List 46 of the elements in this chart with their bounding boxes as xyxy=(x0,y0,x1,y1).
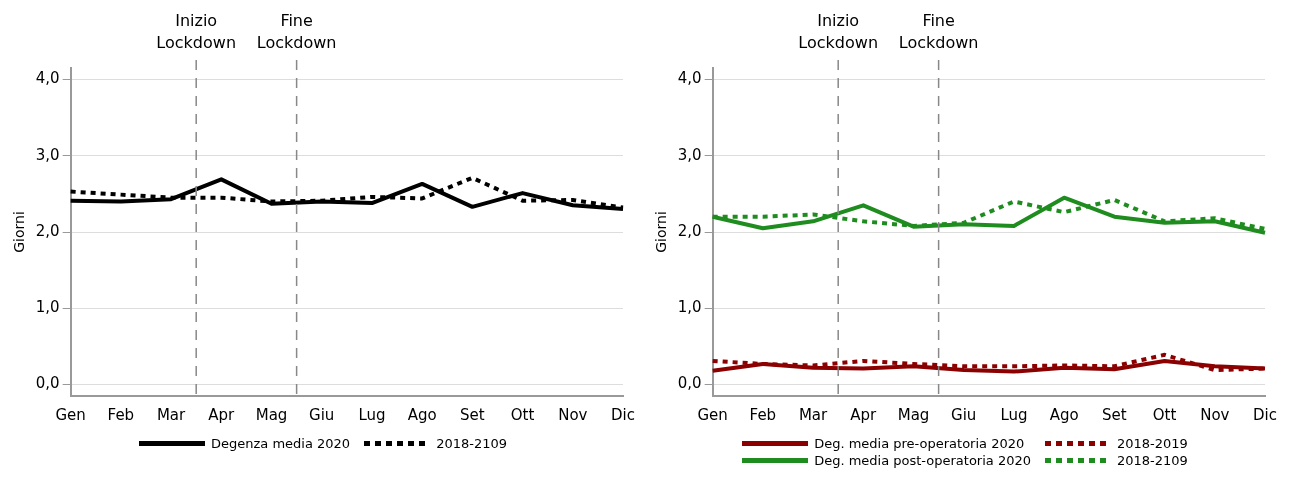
text: Inizio Lockdown xyxy=(155,10,237,54)
x-tick-label: Mag xyxy=(255,405,288,424)
x-tick-label: Feb xyxy=(107,405,135,424)
text: Fine Lockdown xyxy=(255,10,338,54)
x-tick-label: Ago xyxy=(407,405,437,424)
text: Fine Lockdown xyxy=(897,10,980,54)
x-tick-label: Nov xyxy=(1200,405,1230,424)
text: Inizio Lockdown xyxy=(797,10,879,54)
x-tick-label: Ott xyxy=(1152,405,1177,424)
x-tick-label: Gen xyxy=(55,405,86,424)
y-tick-label: 1,0 xyxy=(677,298,702,317)
y-axis-title: Giorni xyxy=(11,211,28,253)
y-axis-title: Giorni xyxy=(653,211,670,253)
legend-label: Deg. media post-operatoria 2020 xyxy=(814,453,1031,468)
legend-label: 2018-2019 xyxy=(1117,436,1188,451)
x-tick-label: Mag xyxy=(897,405,930,424)
x-tick-label: Apr xyxy=(208,405,236,424)
x-tick-label: Lug xyxy=(1000,405,1028,424)
x-tick-label: Lug xyxy=(358,405,386,424)
x-tick-label: Dic xyxy=(1253,405,1277,424)
y-tick-label: 4,0 xyxy=(677,69,702,88)
x-tick-label: Giu xyxy=(309,405,335,424)
y-tick-label: 1,0 xyxy=(35,298,60,317)
x-tick-label: Ago xyxy=(1049,405,1079,424)
y-tick-label: 0,0 xyxy=(35,374,60,393)
x-tick-label: Mar xyxy=(798,405,829,424)
x-tick-label: Dic xyxy=(611,405,635,424)
x-tick-label: Mar xyxy=(156,405,187,424)
legend-label: 2018-2109 xyxy=(1117,453,1188,468)
x-tick-label: Set xyxy=(460,405,485,424)
x-tick-label: Giu xyxy=(951,405,977,424)
legend-label: Degenza media 2020 xyxy=(211,436,351,451)
y-tick-label: 2,0 xyxy=(35,221,60,240)
y-tick-label: 2,0 xyxy=(677,221,702,240)
x-tick-label: Ott xyxy=(510,405,535,424)
y-tick-label: 3,0 xyxy=(677,145,702,164)
x-tick-label: Apr xyxy=(850,405,878,424)
y-tick-label: 4,0 xyxy=(35,69,60,88)
x-tick-label: Set xyxy=(1102,405,1127,424)
legend-label: Deg. media pre-operatoria 2020 xyxy=(814,436,1025,451)
x-tick-label: Feb xyxy=(749,405,777,424)
y-tick-label: 3,0 xyxy=(35,145,60,164)
y-tick-label: 0,0 xyxy=(677,374,702,393)
x-tick-label: Nov xyxy=(558,405,588,424)
legend-label: 2018-2109 xyxy=(436,436,507,451)
x-tick-label: Gen xyxy=(697,405,728,424)
